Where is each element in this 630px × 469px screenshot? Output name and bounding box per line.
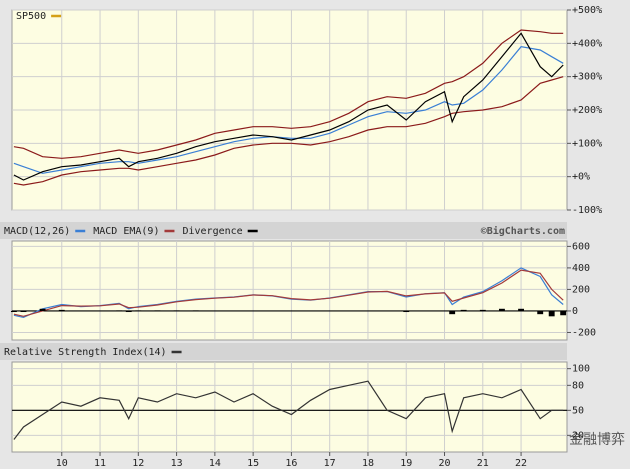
bar (173, 310, 180, 311)
bar (97, 310, 103, 312)
x-tick-label: 20 (438, 458, 450, 469)
bar (231, 310, 237, 312)
x-tick-label: 16 (285, 458, 297, 469)
bar (20, 310, 27, 313)
y-tick-label: 600 (572, 241, 590, 252)
watermark: 金融博弈 (569, 431, 625, 448)
x-tick-label: 13 (171, 458, 183, 469)
bar (460, 309, 467, 311)
x-tick-label: 11 (94, 458, 106, 469)
y-tick-label: 20 (572, 430, 584, 441)
x-tick-label: 19 (400, 458, 412, 469)
y-tick-label: +300% (572, 72, 602, 83)
bar (403, 310, 410, 313)
series-line (13, 32, 564, 181)
y-tick-label: +0% (572, 172, 590, 183)
y-tick-label: -200 (572, 327, 596, 338)
bar (441, 310, 448, 312)
x-tick-label: 15 (247, 458, 259, 469)
series-line (13, 46, 564, 174)
x-tick-label: 14 (209, 458, 221, 469)
plot-area (11, 361, 568, 453)
legend-label: Relative Strength Index(14) (4, 347, 167, 358)
x-tick-label: 10 (56, 458, 68, 469)
bar (125, 310, 132, 313)
bar (518, 308, 525, 311)
y-tick-label: +500% (572, 5, 602, 16)
bar (498, 308, 505, 311)
x-tick-label: 17 (324, 458, 336, 469)
bar (135, 310, 142, 311)
bar (449, 310, 456, 315)
source-credit: ©BigCharts.com (481, 225, 565, 237)
bar (365, 310, 371, 312)
y-tick-label: 400 (572, 263, 590, 274)
legend-label: MACD(12,26) (4, 226, 70, 237)
bar (288, 310, 295, 312)
legend-row (0, 343, 567, 360)
plot-area (11, 240, 568, 341)
bar (211, 310, 218, 312)
series-line (13, 269, 564, 317)
bar (479, 309, 486, 311)
bar (58, 309, 65, 311)
y-tick-label: +400% (572, 38, 602, 49)
y-tick-label: +100% (572, 138, 602, 149)
bar (269, 310, 276, 312)
y-tick-label: 80 (572, 380, 584, 391)
y-tick-label: 50 (572, 405, 584, 416)
x-tick-label: 12 (132, 458, 144, 469)
legend-row (0, 222, 567, 239)
bar (307, 310, 314, 312)
bar (77, 310, 84, 312)
legend-label: SP500 (16, 11, 46, 22)
x-tick-label: 22 (515, 458, 527, 469)
legend-label: MACD EMA(9) (93, 226, 159, 237)
y-tick-label: +200% (572, 105, 602, 116)
bar (326, 310, 333, 312)
legend-label: Divergence (182, 226, 242, 237)
series-line (13, 29, 564, 159)
y-tick-label: -100% (572, 205, 602, 216)
x-tick-label: 21 (477, 458, 489, 469)
bar (192, 310, 199, 311)
bar (422, 310, 429, 312)
y-tick-label: 0 (572, 306, 578, 317)
bar (116, 310, 123, 311)
y-tick-label: 200 (572, 284, 590, 295)
bar (10, 310, 17, 313)
bar (384, 310, 391, 312)
bar (537, 310, 544, 315)
bar (39, 308, 46, 311)
bar (250, 310, 257, 312)
series-line (13, 380, 564, 440)
bar (548, 310, 555, 317)
y-tick-label: 100 (572, 364, 590, 375)
bar (560, 310, 567, 316)
bar (345, 310, 352, 312)
series-line (13, 76, 564, 186)
x-tick-label: 18 (362, 458, 374, 469)
bar (154, 310, 161, 311)
